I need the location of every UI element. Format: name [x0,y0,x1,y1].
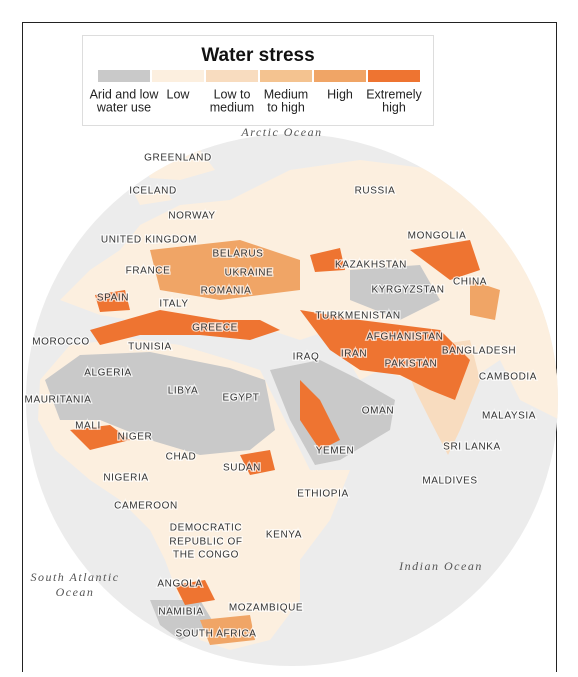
map-labels: GREENLAND ICELAND RUSSIA NORWAY UNITED KINGD… [23,125,537,641]
legend-title: Water stress [201,45,314,66]
country-label: MALDIVES [422,476,477,487]
country-label: CAMEROON [114,501,178,512]
extreme-stress [70,240,480,605]
country-label: UKRAINE [225,268,274,279]
country-label: KENYA [266,530,302,541]
country-label: KAZAKHSTAN [335,260,407,271]
country-label: MAURITANIA [25,395,92,406]
legend-swatch [152,70,204,82]
country-label: CAMBODIA [479,372,537,383]
country-label: SPAIN [97,293,129,304]
country-label: SUDAN [223,463,261,474]
legend-label: Medium [264,87,308,101]
country-label: MALI [75,421,101,432]
legend-label: to high [267,100,305,114]
central-asia-arid [350,265,440,320]
kalahari [150,600,215,640]
legend-label: Low [167,87,191,101]
country-label: BANGLADESH [442,346,516,357]
country-label: UNITED KINGDOM [101,235,197,246]
legend-label: medium [210,100,254,114]
country-label: ICELAND [129,186,177,197]
country-label: AFGHANISTAN [367,332,444,343]
country-label: TUNISIA [128,342,172,353]
ocean-label: South Atlantic [30,570,119,584]
country-label: TURKMENISTAN [315,311,400,322]
high-stress [150,240,500,645]
country-label: DEMOCRATIC [170,523,242,534]
iceland [135,188,172,205]
country-label: KYRGYZSTAN [371,285,444,296]
legend-swatch [368,70,420,82]
country-label: CHAD [166,452,197,463]
legend-label: High [327,87,353,101]
legend-swatch [206,70,258,82]
legend-swatch [260,70,312,82]
country-label: SRI LANKA [443,442,501,453]
country-label: YEMEN [316,446,355,457]
country-label: NAMIBIA [158,607,203,618]
ocean-label: Arctic Ocean [240,125,322,139]
country-label: OMAN [362,406,394,417]
ocean-label: Ocean [56,585,95,599]
country-label: CHINA [453,277,487,288]
country-label: ETHIOPIA [297,489,348,500]
country-label: ROMANIA [201,286,252,297]
country-label: EGYPT [223,393,260,404]
frame [22,22,557,677]
country-label: BELARUS [213,249,264,260]
country-label: GREECE [192,323,238,334]
country-label: IRAQ [293,352,320,363]
sahara [45,352,275,455]
land [38,150,558,650]
legend-label: Low to [214,87,251,101]
legend-label: Extremely [366,87,422,101]
country-label: NIGER [118,432,153,443]
country-label: FRANCE [126,266,171,277]
country-label: THE CONGO [173,550,239,561]
country-label: MOZAMBIQUE [229,603,303,614]
legend-label: water use [96,100,151,114]
legend-label: high [382,100,406,114]
country-label: ANGOLA [157,579,202,590]
country-label: LIBYA [168,386,199,397]
country-label: MOROCCO [32,337,90,348]
country-label: MALAYSIA [482,411,536,422]
country-label: NORWAY [168,211,215,222]
country-label: GREENLAND [144,153,212,164]
country-label: IRAN [341,349,367,360]
legend-label: Arid and low [90,87,160,101]
legend-swatch [314,70,366,82]
legend-swatch [98,70,150,82]
ocean-label: Indian Ocean [398,559,483,573]
country-label: SOUTH AFRICA [175,629,256,640]
country-label: ALGERIA [84,368,132,379]
country-label: NIGERIA [103,473,148,484]
country-label: ITALY [159,299,188,310]
country-label: RUSSIA [355,186,396,197]
country-label: REPUBLIC OF [169,537,242,548]
country-label: PAKISTAN [385,359,438,370]
country-label: MONGOLIA [408,231,467,242]
